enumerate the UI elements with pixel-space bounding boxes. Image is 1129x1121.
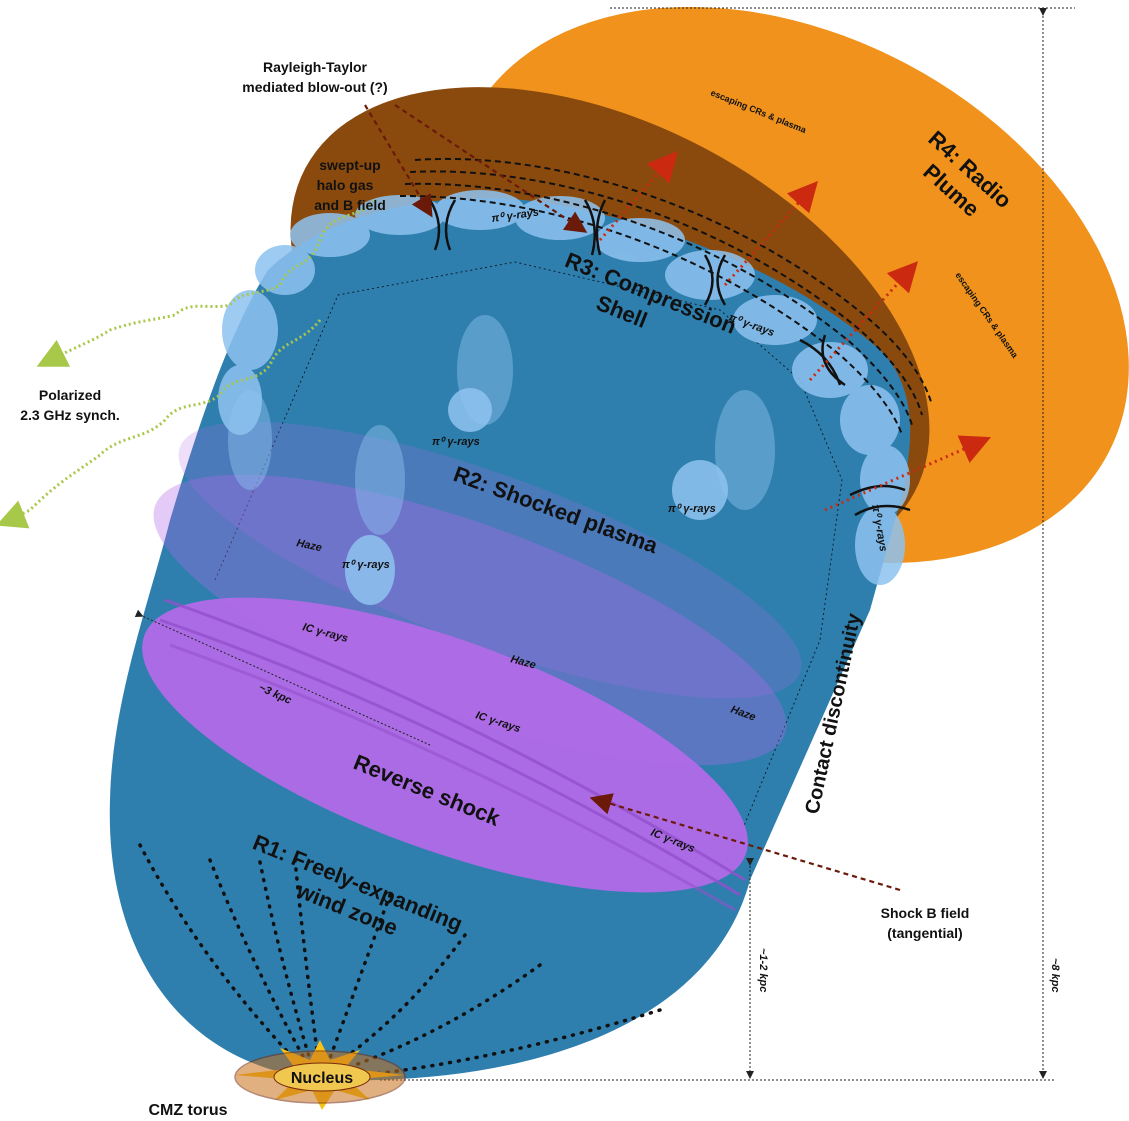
haze-label-1: Haze	[295, 537, 323, 554]
rising-clouds	[228, 315, 775, 535]
reverse-shock-layers	[142, 421, 802, 912]
inner-boundary	[214, 261, 843, 861]
dimension-lines	[134, 7, 1075, 1081]
cmz-label: CMZ torus	[148, 1102, 227, 1119]
kpc8-label: ~8 kpc	[1049, 958, 1061, 993]
swept-label-line2: halo gas	[317, 177, 374, 193]
wind-streamlines	[138, 843, 662, 1077]
escaping-arrows	[598, 150, 991, 512]
kpc12-label: ~1-2 kpc	[757, 948, 769, 992]
pi0-label-4: π⁰ γ-rays	[668, 503, 716, 515]
synchrotron-waves	[0, 199, 377, 529]
rt-label-line2: mediated blow-out (?)	[242, 79, 387, 95]
pointer-arrows	[364, 104, 901, 892]
swept-label-line1: swept-up	[319, 157, 380, 173]
shock-b-crossings	[428, 199, 911, 517]
polarized-label-line2: 2.3 GHz synch.	[20, 407, 120, 423]
rt-label-line1: Rayleigh-Taylor	[263, 59, 368, 75]
cloud-pi0-3	[672, 460, 728, 520]
shockb-label-line2: (tangential)	[887, 925, 962, 941]
nucleus-label: Nucleus	[291, 1070, 353, 1087]
pi0-label-5: π⁰ γ-rays	[342, 559, 390, 571]
compression-shell-clouds	[218, 190, 910, 585]
swept-up-field-lines	[399, 157, 933, 436]
polarized-label-line1: Polarized	[39, 387, 101, 403]
cmz-torus-group	[234, 1040, 406, 1110]
cloud-pi0-1	[448, 388, 492, 432]
shockb-label-line1: Shock B field	[881, 905, 970, 921]
cloud-pi0-2	[345, 535, 395, 605]
swept-label-line3: and B field	[314, 197, 386, 213]
pi0-label-3: π⁰ γ-rays	[432, 436, 480, 448]
